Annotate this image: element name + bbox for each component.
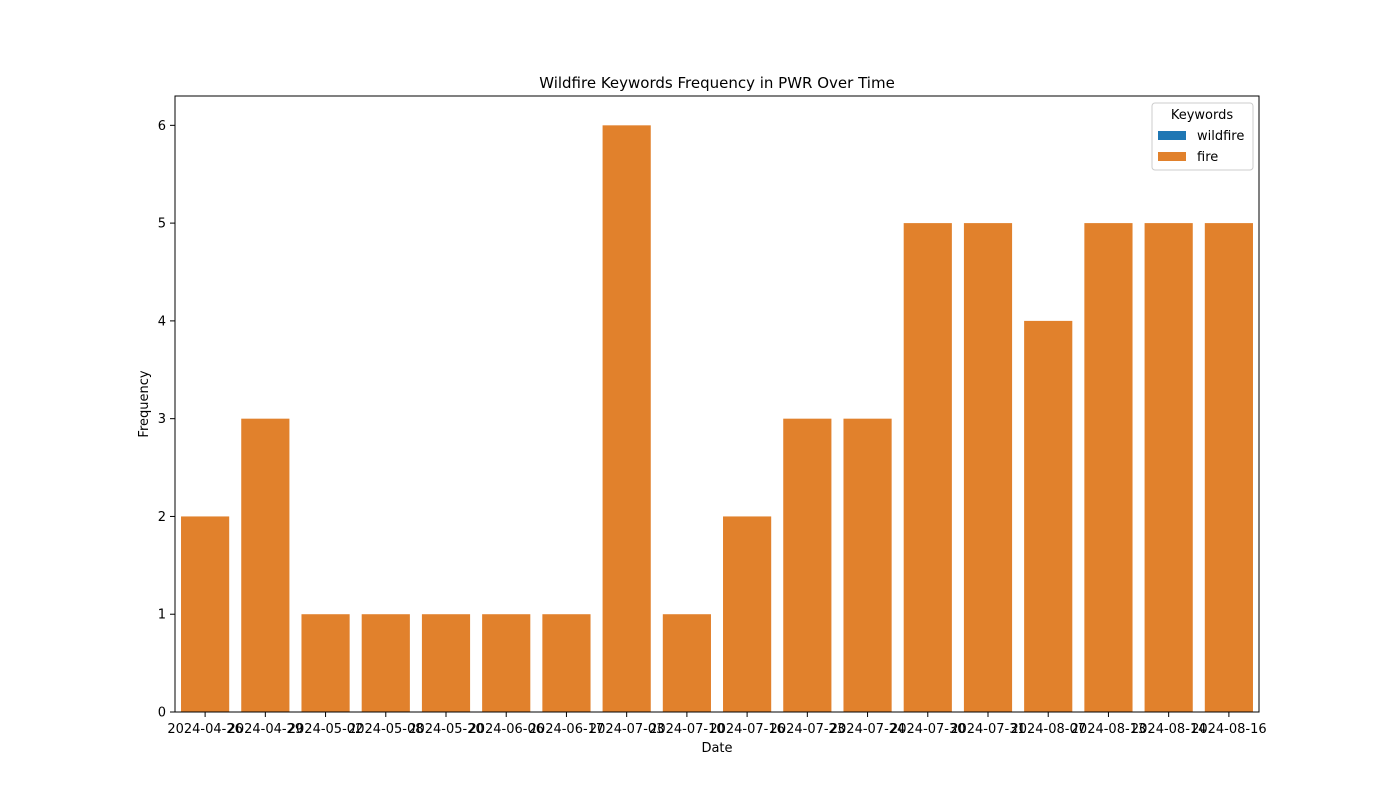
x-tick-label: 2024-08-13 bbox=[1071, 722, 1147, 737]
bar-2024-08-13 bbox=[1084, 223, 1133, 713]
x-tick-label: 2024-04-26 bbox=[167, 722, 243, 737]
bar-2024-04-26 bbox=[181, 516, 230, 712]
x-axis-label: Date bbox=[701, 741, 732, 756]
legend-swatch-fire bbox=[1158, 152, 1186, 161]
bar-2024-08-14 bbox=[1144, 223, 1193, 713]
bar-2024-08-07 bbox=[1024, 320, 1073, 712]
bar-2024-04-29 bbox=[241, 418, 290, 712]
legend-title: Keywords bbox=[1171, 108, 1234, 123]
axes-frame bbox=[174, 95, 1260, 713]
chart-title: Wildfire Keywords Frequency in PWR Over … bbox=[539, 74, 895, 92]
x-tick-label: 2024-05-08 bbox=[348, 722, 424, 737]
legend-label-wildfire: wildfire bbox=[1197, 129, 1244, 144]
x-tick-label: 2024-08-14 bbox=[1131, 722, 1207, 737]
y-tick-label: 3 bbox=[158, 412, 166, 427]
y-tick-label: 1 bbox=[158, 608, 166, 623]
bar-2024-07-16 bbox=[723, 516, 772, 712]
bar-2024-08-16 bbox=[1204, 223, 1253, 713]
bar-2024-07-30 bbox=[903, 223, 952, 713]
y-tick-label: 2 bbox=[158, 510, 166, 525]
x-tick-label: 2024-06-06 bbox=[468, 722, 544, 737]
x-tick-label: 2024-06-17 bbox=[529, 722, 605, 737]
bar-2024-07-31 bbox=[963, 223, 1013, 713]
x-tick-label: 2024-07-23 bbox=[770, 722, 846, 737]
x-tick-label: 2024-05-02 bbox=[288, 722, 364, 737]
x-tick-label: 2024-08-07 bbox=[1010, 722, 1086, 737]
x-axis: 2024-04-262024-04-292024-05-022024-05-08… bbox=[167, 712, 1267, 737]
y-tick-label: 5 bbox=[158, 217, 166, 232]
x-tick-label: 2024-07-03 bbox=[589, 722, 665, 737]
x-tick-label: 2024-05-20 bbox=[408, 722, 484, 737]
bar-2024-05-02 bbox=[301, 614, 350, 712]
legend-label-fire: fire bbox=[1197, 150, 1218, 165]
x-tick-label: 2024-07-30 bbox=[890, 722, 966, 737]
x-tick-label: 2024-04-29 bbox=[228, 722, 304, 737]
y-axis: 0 1 2 3 4 5 6 bbox=[158, 119, 175, 721]
bar-2024-07-23 bbox=[783, 418, 832, 712]
x-tick-label: 2024-07-16 bbox=[709, 722, 785, 737]
bar-2024-07-03 bbox=[602, 125, 651, 712]
bar-2024-05-08 bbox=[361, 614, 410, 712]
y-tick-label: 6 bbox=[158, 119, 166, 134]
bars-layer bbox=[181, 125, 1253, 713]
y-tick-label: 4 bbox=[158, 314, 166, 329]
x-tick-label: 2024-07-10 bbox=[649, 722, 725, 737]
bar-2024-07-10 bbox=[662, 614, 711, 712]
x-tick-label: 2024-08-16 bbox=[1191, 722, 1267, 737]
bar-2024-06-17 bbox=[542, 614, 591, 712]
x-tick-label: 2024-07-31 bbox=[950, 722, 1026, 737]
bar-2024-07-24 bbox=[843, 418, 892, 712]
legend-swatch-wildfire bbox=[1158, 131, 1186, 140]
bar-2024-05-20 bbox=[421, 614, 471, 712]
x-tick-label: 2024-07-24 bbox=[830, 722, 906, 737]
legend: Keywords wildfire fire bbox=[1151, 102, 1254, 171]
bar-2024-06-06 bbox=[482, 614, 531, 712]
y-axis-label: Frequency bbox=[137, 370, 152, 437]
y-tick-label: 0 bbox=[158, 706, 166, 721]
